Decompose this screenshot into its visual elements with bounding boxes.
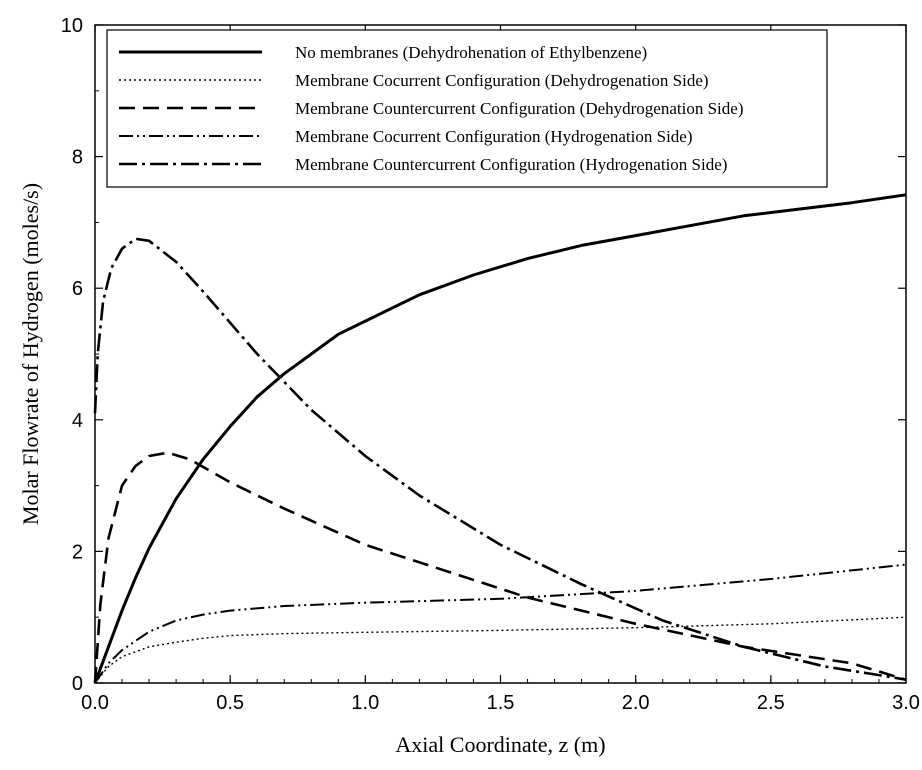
x-tick-label: 0.0 [81, 692, 109, 714]
y-tick-label: 10 [61, 15, 83, 37]
series-line-4 [94, 563, 907, 684]
y-axis-title: Molar Flowrate of Hydrogen (moles/s) [18, 183, 43, 525]
x-tick-label: 0.5 [216, 692, 244, 714]
x-tick-label: 2.5 [757, 692, 785, 714]
x-tick-label: 1.5 [487, 692, 515, 714]
legend-label-1: No membranes (Dehydrohenation of Ethylbe… [295, 43, 647, 62]
legend-label-5: Membrane Countercurrent Configuration (H… [295, 155, 727, 174]
x-tick-label: 3.0 [892, 692, 920, 714]
x-tick-label: 2.0 [622, 692, 650, 714]
x-tick-label: 1.0 [351, 692, 379, 714]
x-axis-title: Axial Coordinate, z (m) [395, 732, 605, 757]
series-line-3 [93, 451, 907, 684]
series-line-1 [93, 193, 907, 684]
series-line-2 [94, 616, 907, 684]
legend-label-4: Membrane Cocurrent Configuration (Hydrog… [295, 127, 693, 146]
series-line-5 [93, 237, 907, 681]
legend-label-3: Membrane Countercurrent Configuration (D… [295, 99, 743, 118]
y-tick-label: 2 [72, 541, 83, 563]
y-tick-label: 4 [72, 410, 83, 432]
y-tick-label: 8 [72, 147, 83, 169]
legend-label-2: Membrane Cocurrent Configuration (Dehydr… [295, 71, 709, 90]
y-tick-label: 6 [72, 278, 83, 300]
y-tick-label: 0 [72, 673, 83, 695]
